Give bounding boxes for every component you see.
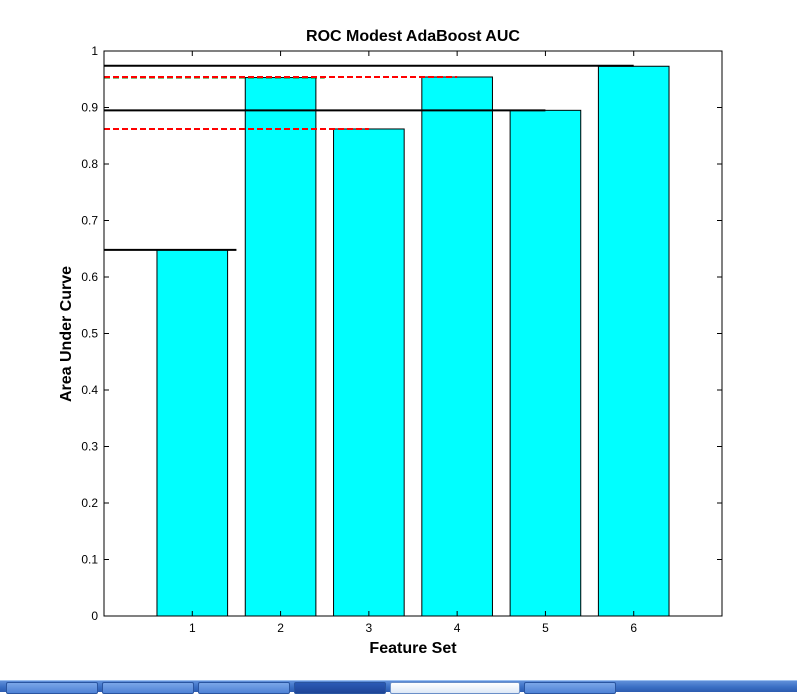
x-axis-label: Feature Set	[369, 640, 457, 657]
bar-feature-set-6	[597, 65, 670, 617]
y-tick-label: 0.1	[81, 553, 98, 567]
bar-feature-set-2	[244, 77, 317, 617]
taskbar-button[interactable]	[390, 682, 520, 694]
taskbar-button[interactable]	[524, 682, 616, 694]
bar-feature-set-1	[156, 249, 229, 617]
y-tick-label: 0.9	[81, 101, 98, 115]
taskbar-button[interactable]	[294, 682, 386, 694]
y-axis-label: Area Under Curve	[58, 266, 75, 402]
x-tick-label: 2	[277, 621, 284, 635]
y-tick-label: 0.5	[81, 327, 98, 341]
y-tick-label: 0.6	[81, 270, 98, 284]
x-tick-label: 5	[542, 621, 549, 635]
taskbar-button[interactable]	[6, 682, 98, 694]
x-tick-label: 4	[454, 621, 461, 635]
bar-chart: 0 0.1 0.2 0.3 0.4 0.5 0.6 0.7 0.8 0.9 1 1 2 3 4 5 6 ROC …	[58, 28, 723, 657]
x-tick-label: 1	[189, 621, 196, 635]
y-tick-label: 0.2	[81, 496, 98, 510]
figure-window: 0 0.1 0.2 0.3 0.4 0.5 0.6 0.7 0.8 0.9 1 1 2 3 4 5 6 ROC …	[58, 28, 723, 657]
bar-feature-set-5	[509, 109, 582, 617]
bar-feature-set-3	[333, 128, 405, 617]
y-tick-label: 0.8	[81, 157, 98, 171]
taskbar-button[interactable]	[198, 682, 290, 694]
x-tick-label: 6	[630, 621, 637, 635]
y-tick-label: 0.7	[81, 214, 98, 228]
taskbar	[0, 680, 797, 694]
y-tick-label: 1	[91, 44, 98, 58]
y-tick-label: 0	[91, 609, 98, 623]
y-tick-label: 0.3	[81, 440, 98, 454]
y-tick-label: 0.4	[81, 383, 98, 397]
bar-feature-set-4	[421, 76, 493, 617]
x-tick-label: 3	[366, 621, 373, 635]
chart-title: ROC Modest AdaBoost AUC	[306, 28, 520, 45]
taskbar-button[interactable]	[102, 682, 194, 694]
